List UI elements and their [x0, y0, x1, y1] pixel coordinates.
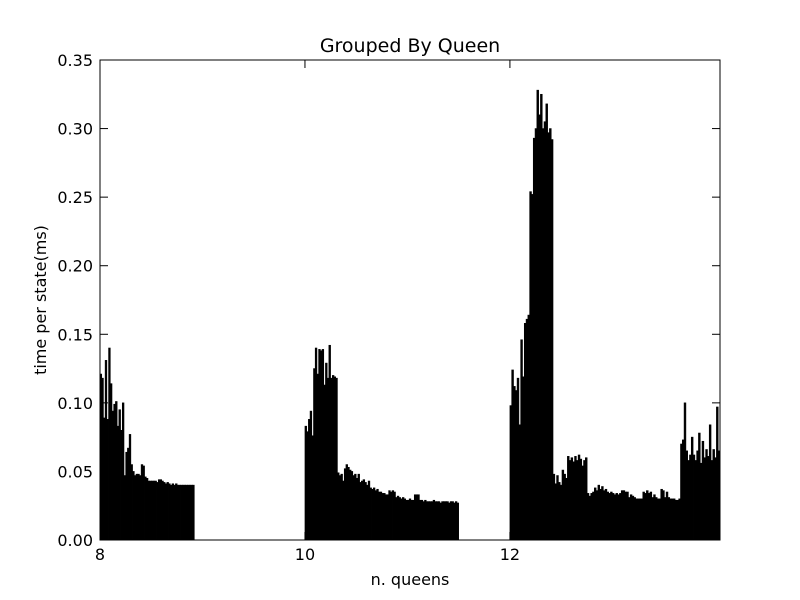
y-tick-label-7: 0.35: [57, 51, 93, 70]
ticks-layer: 0.00 0.05 0.10 0.15 0.20 0.25 0.30 0.35 8 10 12: [57, 51, 720, 564]
y-axis-label: time per state(ms): [31, 225, 50, 375]
x-tick-label-2: 12: [500, 545, 520, 564]
plot-frame: [99, 59, 721, 541]
chart-title: Grouped By Queen: [320, 35, 500, 57]
y-tick-label-3: 0.15: [57, 325, 93, 344]
y-tick-label-2: 0.10: [57, 394, 93, 413]
y-tick-label-1: 0.05: [57, 462, 93, 481]
y-tick-label-0: 0.00: [57, 531, 93, 550]
x-tick-label-0: 8: [95, 545, 105, 564]
y-tick-label-4: 0.20: [57, 257, 93, 276]
bar-10-89: [456, 502, 459, 541]
x-tick-label-1: 10: [295, 545, 315, 564]
x-axis-label: n. queens: [371, 570, 450, 589]
y-tick-label-6: 0.30: [57, 120, 93, 139]
y-tick-label-5: 0.25: [57, 188, 93, 207]
bar-8-54: [192, 484, 195, 541]
